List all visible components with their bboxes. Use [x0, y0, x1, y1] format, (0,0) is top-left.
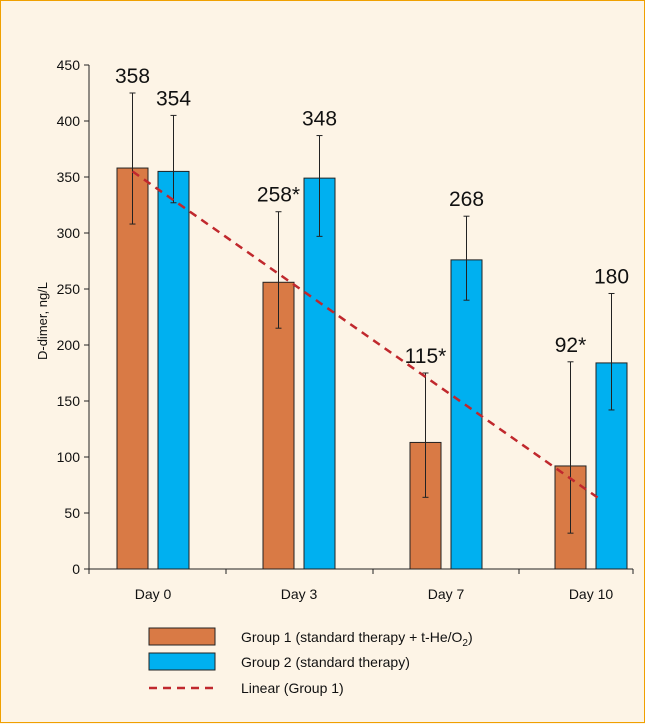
bar: [262, 281, 295, 570]
y-tick-label: 450: [57, 57, 81, 73]
y-tick-label: 300: [57, 225, 81, 241]
legend-label: Group 2 (standard therapy): [241, 654, 410, 670]
data-label: 348: [302, 108, 337, 131]
data-label: 354: [156, 87, 191, 110]
data-label: 92*: [555, 334, 587, 357]
legend-label: Linear (Group 1): [241, 680, 344, 696]
y-tick-label: 150: [57, 393, 81, 409]
x-tick-label: Day 7: [428, 586, 465, 602]
legend-swatch: [148, 652, 216, 671]
y-tick-label: 200: [57, 337, 81, 353]
data-label: 115*: [405, 345, 447, 368]
data-label: 180: [594, 265, 629, 288]
data-label: 258*: [257, 184, 300, 207]
data-label: 358: [115, 65, 150, 88]
x-tick-label: Day 10: [569, 586, 614, 602]
axes: 0 50 100 150 200 250 300 350 400 450 Day 0 Day 3 Day…: [57, 57, 634, 602]
bars: [116, 167, 628, 570]
bar: [157, 170, 190, 570]
x-tick-label: Day 0: [135, 586, 172, 602]
trendline-layer: [131, 170, 602, 501]
y-tick-label: 50: [64, 505, 80, 521]
trendline: [131, 170, 602, 501]
bar: [116, 167, 149, 570]
y-tick-label: 400: [57, 113, 81, 129]
data-label: 268: [449, 188, 484, 211]
error-bars: [129, 92, 615, 534]
legend-label: Group 1 (standard therapy + t-He/O2): [241, 629, 473, 649]
legend: Group 1 (standard therapy + t-He/O2) Grou…: [148, 627, 473, 696]
x-tick-label: Day 3: [281, 586, 318, 602]
bar: [303, 177, 336, 570]
y-tick-label: 350: [57, 169, 81, 185]
y-tick-label: 0: [72, 561, 80, 577]
y-tick-label: 100: [57, 449, 81, 465]
y-tick-label: 250: [57, 281, 81, 297]
data-labels: 358 258* 115* 92* 354 348 268 180: [115, 65, 629, 368]
legend-swatch: [148, 627, 216, 646]
y-axis-title: D-dimer, ng/L: [35, 282, 50, 360]
